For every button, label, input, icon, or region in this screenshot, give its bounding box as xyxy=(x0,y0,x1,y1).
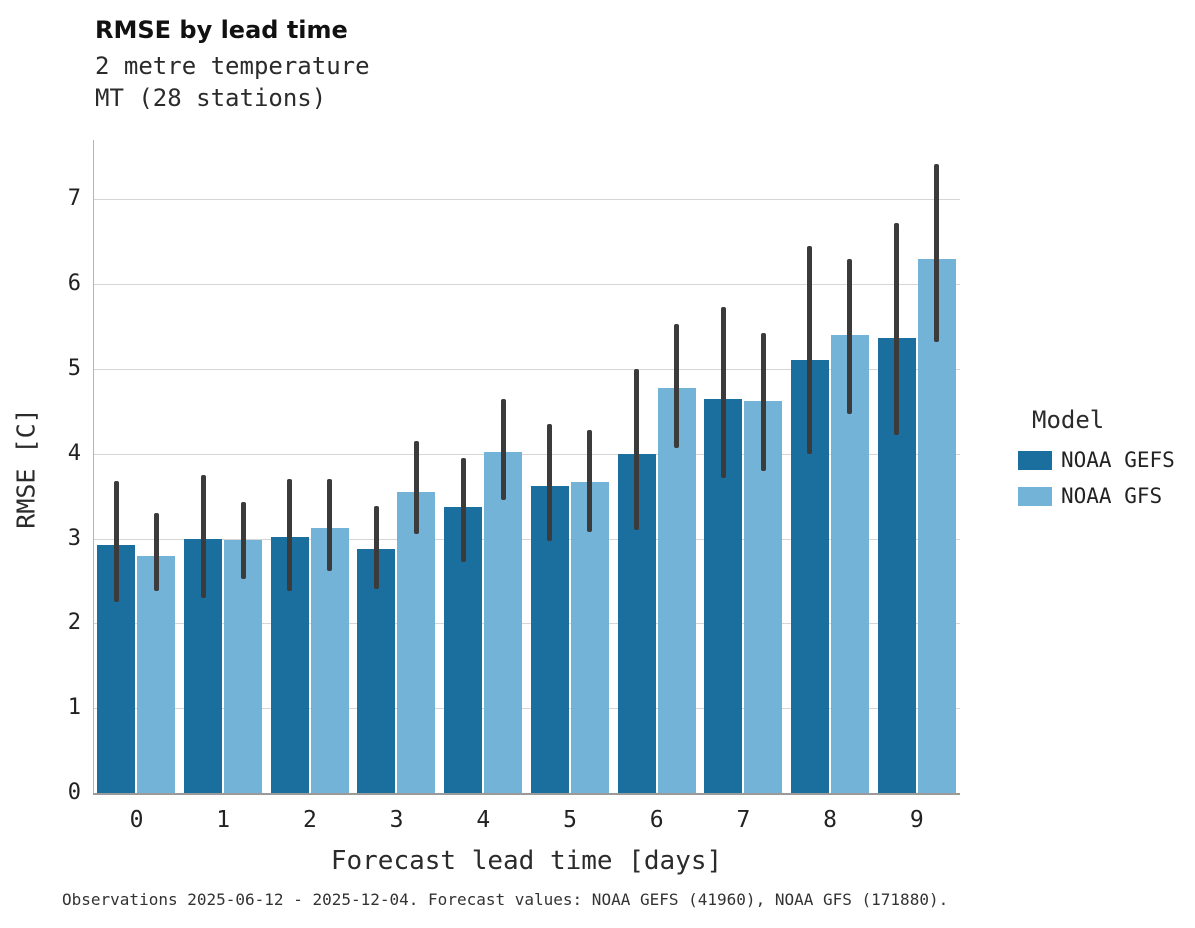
x-tick-label: 1 xyxy=(216,807,231,833)
chart-subtitle-variable: 2 metre temperature xyxy=(95,52,370,80)
y-tick-label: 0 xyxy=(67,780,81,805)
error-bar-noaa-gfs xyxy=(240,502,246,580)
error-bar-noaa-gefs xyxy=(807,246,813,454)
error-bar-noaa-gfs xyxy=(500,398,506,501)
gridline xyxy=(93,199,960,201)
chart-title: RMSE by lead time xyxy=(95,16,348,44)
bar-noaa-gfs xyxy=(484,452,523,793)
x-tick-label: 9 xyxy=(909,807,924,833)
error-bar-noaa-gefs xyxy=(113,480,119,603)
y-axis-spine xyxy=(93,140,94,793)
bar-noaa-gfs xyxy=(397,491,436,793)
legend-entry-gfs: NOAA GFS xyxy=(1018,484,1175,508)
bar-noaa-gfs xyxy=(917,258,956,793)
chart-subtitle-region: MT (28 stations) xyxy=(95,84,327,112)
error-bar-noaa-gfs xyxy=(674,324,680,448)
error-bar-noaa-gfs xyxy=(587,430,593,532)
legend-entry-label: NOAA GEFS xyxy=(1061,448,1175,472)
x-axis-label: Forecast lead time [days] xyxy=(330,846,723,876)
error-bar-noaa-gfs xyxy=(413,441,419,535)
x-tick-label: 7 xyxy=(736,807,751,833)
bar-noaa-gefs xyxy=(357,548,396,793)
y-tick-label: 3 xyxy=(67,525,81,551)
legend-entry-gefs: NOAA GEFS xyxy=(1018,448,1175,472)
gridline xyxy=(93,708,960,710)
error-bar-noaa-gefs xyxy=(200,474,206,598)
error-bar-noaa-gfs xyxy=(153,513,159,592)
error-bar-noaa-gefs xyxy=(547,424,553,542)
legend-title: Model xyxy=(1032,406,1105,434)
error-bar-noaa-gefs xyxy=(894,223,900,436)
legend: Model NOAA GEFS NOAA GFS xyxy=(1018,406,1175,520)
x-tick-label: 6 xyxy=(649,807,664,833)
x-tick-label: 8 xyxy=(823,807,838,833)
error-bar-noaa-gefs xyxy=(634,368,640,531)
x-tick-label: 0 xyxy=(129,807,144,833)
x-axis-spine xyxy=(93,793,960,795)
gridline xyxy=(93,623,960,625)
gridline xyxy=(93,453,960,455)
y-tick-label: 4 xyxy=(67,440,81,466)
error-bar-noaa-gfs xyxy=(760,332,766,471)
bar-noaa-gfs xyxy=(570,481,609,793)
error-bar-noaa-gfs xyxy=(327,479,333,571)
gridline xyxy=(93,284,960,286)
error-bar-noaa-gefs xyxy=(460,458,466,563)
y-tick-label: 7 xyxy=(67,186,81,212)
legend-swatch-gefs-icon xyxy=(1018,450,1052,470)
x-tick-label: 2 xyxy=(302,807,317,833)
legend-swatch-gfs-icon xyxy=(1018,486,1052,506)
gridline xyxy=(93,538,960,540)
x-tick-label: 4 xyxy=(476,807,491,833)
bar-noaa-gfs xyxy=(224,540,263,793)
y-tick-label: 1 xyxy=(67,695,81,721)
y-tick-label: 6 xyxy=(67,271,81,297)
error-bar-noaa-gfs xyxy=(934,163,940,342)
caption: Observations 2025-06-12 - 2025-12-04. Fo… xyxy=(62,890,949,909)
error-bar-noaa-gefs xyxy=(287,479,293,592)
y-axis-label: RMSE [C] xyxy=(11,408,41,529)
y-tick-label: 2 xyxy=(67,610,81,636)
legend-entry-label: NOAA GFS xyxy=(1061,484,1163,508)
x-tick-label: 3 xyxy=(389,807,404,833)
error-bar-noaa-gfs xyxy=(847,258,853,414)
bar-noaa-gfs xyxy=(137,555,176,793)
error-bar-noaa-gefs xyxy=(720,307,726,478)
y-tick-label: 5 xyxy=(67,355,81,381)
gridline xyxy=(93,368,960,370)
bar-noaa-gfs xyxy=(310,527,349,793)
error-bar-noaa-gefs xyxy=(373,506,379,590)
x-tick-label: 5 xyxy=(563,807,577,833)
bar-noaa-gfs xyxy=(657,387,696,793)
